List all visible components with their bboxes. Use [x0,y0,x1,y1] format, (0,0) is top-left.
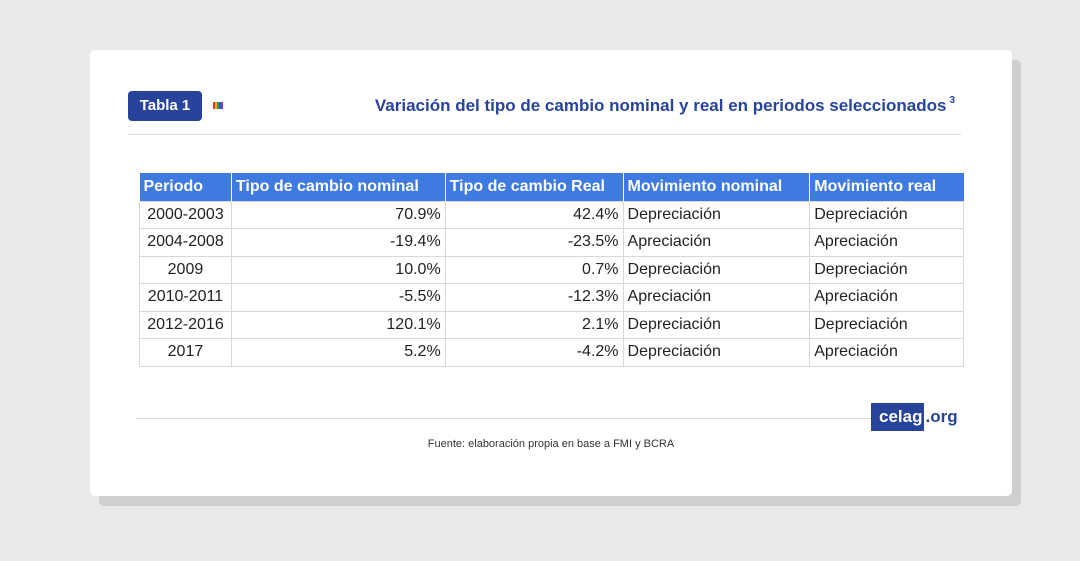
celag-logo: celag .org [871,403,958,431]
table-cell: 5.2% [230,338,446,367]
table-row: 2000-2003 70.9% 42.4% Depreciación Depreciac… [139,200,964,229]
column-header: Movimiento nominal [622,173,810,201]
table-row: 2012-2016 120.1% 2.1% Depreciación Depreciac… [139,310,964,339]
table-cell: Apreciación [622,228,811,257]
data-table: Periodo Tipo de cambio nominal Tipo de cam… [139,173,964,367]
flag-stripe [217,102,219,109]
table-row: 2004-2008 -19.4% -23.5% Apreciación Apreciac… [139,228,964,257]
table-cell: -12.3% [444,283,624,312]
footer-divider [136,418,872,419]
table-cell: 2000-2003 [139,200,232,229]
column-header: Tipo de cambio nominal [230,173,446,201]
column-header: Tipo de cambio Real [444,173,624,201]
column-header: Movimiento real [809,173,964,201]
table-cell: Depreciación [622,310,811,339]
table-cell: Depreciación [622,255,811,284]
table-cell: -4.2% [444,338,624,367]
table-cell: 42.4% [444,200,624,229]
table-body: 2000-2003 70.9% 42.4% Depreciación Depreciac… [139,200,964,367]
table-cell: Depreciación [809,255,964,284]
table-cell: 2.1% [444,310,624,339]
logo-name: celag [871,403,925,431]
table-cell: Depreciación [809,310,964,339]
table-cell: Depreciación [622,338,811,367]
flag-stripe [221,102,223,109]
table-badge: Tabla 1 [128,91,202,121]
table-cell: Apreciación [809,338,964,367]
table-cell: Apreciación [622,283,811,312]
table-row: 2010-2011 -5.5% -12.3% Apreciación Apreciaci… [139,283,964,312]
table-cell: Apreciación [809,228,964,257]
table-card: Tabla 1 Variación del tipo de cambio nom… [90,50,1012,496]
table-header-row: Periodo Tipo de cambio nominal Tipo de cam… [139,173,964,201]
table-cell: -23.5% [444,228,624,257]
flag-stripe [219,102,221,109]
table-cell: -5.5% [230,283,446,312]
table-cell: 0.7% [444,255,624,284]
header-divider [128,134,961,135]
table-cell: 2004-2008 [139,228,232,257]
source-caption: Fuente: elaboración propia en base a FMI… [427,438,675,450]
table-row: 2009 10.0% 0.7% Depreciación Depreciación [139,255,964,284]
flag-icon [213,102,223,109]
table-cell: 120.1% [230,310,446,339]
flag-stripe [213,102,215,109]
table-title: Variación del tipo de cambio nominal y r… [374,95,955,116]
table-cell: Apreciación [809,283,964,312]
table-cell: 10.0% [230,255,446,284]
logo-tld: .org [925,407,958,426]
table-cell: 2017 [139,338,232,367]
flag-stripe [215,102,217,109]
table-cell: 2009 [139,255,232,284]
title-text: Variación del tipo de cambio nominal y r… [374,96,947,115]
table-cell: Depreciación [809,200,964,229]
table-cell: -19.4% [230,228,446,257]
table-cell: 2010-2011 [139,283,232,312]
table-cell: Depreciación [622,200,811,229]
table-cell: 2012-2016 [139,310,232,339]
table-cell: 70.9% [230,200,446,229]
title-footnote: 3 [949,95,955,106]
column-header: Periodo [139,173,232,201]
table-row: 2017 5.2% -4.2% Depreciación Apreciación [139,338,964,367]
